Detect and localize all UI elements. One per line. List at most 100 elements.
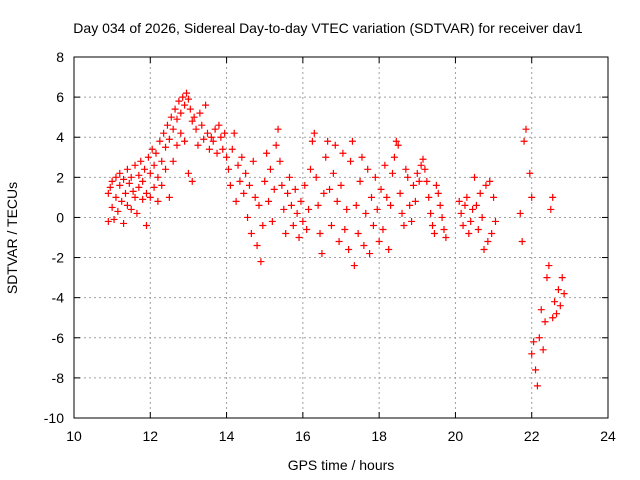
data-point [112,193,120,201]
data-point [547,205,555,213]
data-point [146,193,154,201]
data-point [125,179,133,187]
data-point [467,217,475,225]
x-axis-label: GPS time / hours [288,457,395,473]
data-point [144,153,152,161]
data-point [167,113,175,121]
data-point [316,229,324,237]
data-point [287,201,295,209]
data-point [274,125,282,133]
data-point [112,173,120,181]
data-point [329,169,337,177]
data-point [358,153,366,161]
data-point [186,105,194,113]
data-point [261,177,269,185]
data-point [160,129,168,137]
y-tick-labels: -10 -8 -6 -4 -2 0 2 4 6 8 [44,49,64,426]
data-point [190,113,198,121]
data-point [139,195,147,203]
data-point [198,121,206,129]
data-point [528,193,536,201]
data-point [528,350,536,358]
data-point [352,201,360,209]
data-point [373,205,381,213]
data-point [411,197,419,205]
data-point [360,242,368,250]
data-point [322,153,330,161]
y-tick-label: -6 [52,330,65,346]
data-point [488,229,496,237]
x-tick-label: 12 [142,428,158,444]
data-point [177,129,185,137]
x-tick-label: 16 [295,428,311,444]
data-point [120,219,128,227]
data-point [183,89,191,97]
data-point [297,197,305,205]
data-point [299,217,307,225]
data-point [520,137,528,145]
data-point [535,334,543,342]
data-point [398,209,406,217]
data-point [162,143,170,151]
data-point [482,181,490,189]
data-point [295,234,303,241]
data-point [106,183,114,191]
data-points [104,89,568,390]
grid [74,57,608,418]
data-point [383,193,391,201]
data-point [234,161,242,169]
data-point [324,137,332,145]
data-point [202,101,210,109]
data-point [375,238,383,246]
data-point [194,141,202,149]
data-point [522,125,530,133]
data-point [282,229,290,237]
data-point [333,197,341,205]
data-point [419,155,427,163]
data-point [306,165,314,173]
chart-title: Day 034 of 2026, Sidereal Day-to-day VTE… [73,20,583,36]
data-point [131,161,139,169]
data-point [148,145,156,153]
data-point [356,177,364,185]
y-tick-label: 6 [56,89,64,105]
data-point [230,129,238,137]
data-point [537,306,545,314]
data-point [472,201,480,209]
data-point [141,165,149,173]
data-point [553,310,561,318]
data-point [387,201,395,209]
data-point [142,189,150,197]
data-point [442,234,450,241]
data-point [181,101,189,109]
x-tick-labels: 10 12 14 16 18 20 22 24 [66,428,616,444]
data-point [127,205,135,213]
data-point [423,177,431,185]
data-point [385,246,393,254]
data-point [173,141,181,149]
y-tick-label: -8 [52,370,65,386]
data-point [518,238,526,246]
data-point [162,165,170,173]
data-point [259,221,267,229]
data-point [188,117,196,125]
data-point [152,149,160,157]
data-point [327,221,335,229]
data-point [480,246,488,254]
data-point [104,189,112,197]
data-point [135,171,143,179]
data-point [381,161,389,169]
data-point [266,165,274,173]
data-point [305,205,313,213]
data-point [556,302,564,310]
data-point [131,193,139,201]
data-point [226,181,234,189]
data-point [310,129,318,137]
data-point [286,173,294,181]
data-point [108,177,116,185]
data-point [331,141,339,149]
data-point [469,205,477,213]
data-point [345,246,353,254]
data-point [314,201,322,209]
data-point [406,201,414,209]
